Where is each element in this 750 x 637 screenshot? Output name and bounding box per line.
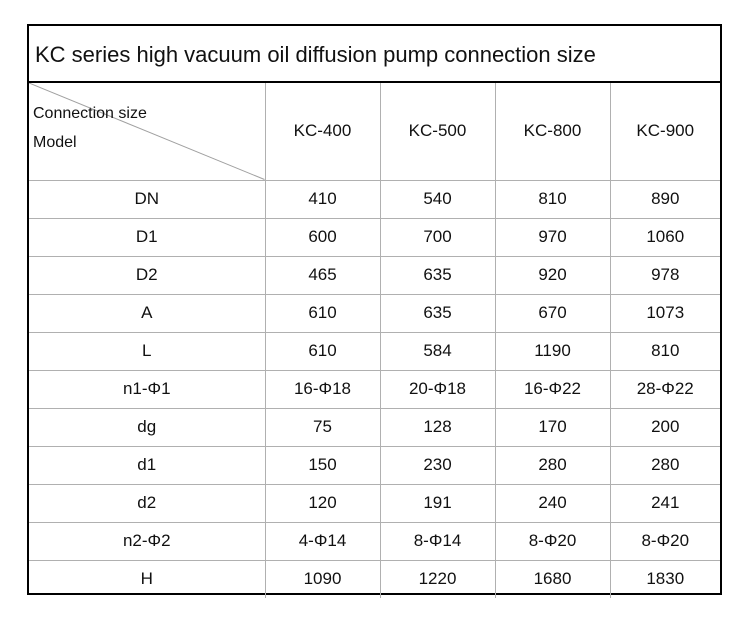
row-label-cell: H xyxy=(29,559,266,598)
row-label-cell: dg xyxy=(29,407,266,447)
table-row: A 610 635 670 1073 xyxy=(29,293,720,333)
table-title: KC series high vacuum oil diffusion pump… xyxy=(29,26,720,83)
table-row: DN 410 540 810 890 xyxy=(29,179,720,219)
value-cell: 8-Φ14 xyxy=(379,521,496,561)
value-cell: 241 xyxy=(609,483,720,523)
value-cell: 1090 xyxy=(264,559,381,598)
value-cell: 16-Φ18 xyxy=(264,369,381,409)
table-row: H 1090 1220 1680 1830 xyxy=(29,559,720,598)
value-cell: 8-Φ20 xyxy=(494,521,611,561)
connection-size-table: Connection size Model KC-400 KC-500 KC-8… xyxy=(29,83,720,598)
spec-sheet: KC series high vacuum oil diffusion pump… xyxy=(27,24,722,598)
value-cell: 1680 xyxy=(494,559,611,598)
value-cell: 670 xyxy=(494,293,611,333)
corner-label-connection-size: Connection size xyxy=(33,105,147,122)
value-cell: 200 xyxy=(609,407,720,447)
value-cell: 540 xyxy=(379,179,496,219)
value-cell: 610 xyxy=(264,331,381,371)
value-cell: 465 xyxy=(264,255,381,295)
value-cell: 1060 xyxy=(609,217,720,257)
model-header-kc-500: KC-500 xyxy=(379,83,496,181)
table-row: D2 465 635 920 978 xyxy=(29,255,720,295)
table-row: d2 120 191 240 241 xyxy=(29,483,720,523)
value-cell: 28-Φ22 xyxy=(609,369,720,409)
value-cell: 20-Φ18 xyxy=(379,369,496,409)
value-cell: 8-Φ20 xyxy=(609,521,720,561)
value-cell: 150 xyxy=(264,445,381,485)
row-label-cell: D1 xyxy=(29,217,266,257)
value-cell: 600 xyxy=(264,217,381,257)
value-cell: 584 xyxy=(379,331,496,371)
table-row: D1 600 700 970 1060 xyxy=(29,217,720,257)
value-cell: 635 xyxy=(379,255,496,295)
value-cell: 890 xyxy=(609,179,720,219)
value-cell: 810 xyxy=(494,179,611,219)
value-cell: 170 xyxy=(494,407,611,447)
value-cell: 128 xyxy=(379,407,496,447)
table-row: L 610 584 1190 810 xyxy=(29,331,720,371)
row-label-cell: DN xyxy=(29,179,266,219)
value-cell: 240 xyxy=(494,483,611,523)
value-cell: 1220 xyxy=(379,559,496,598)
table-row: n2-Φ2 4-Φ14 8-Φ14 8-Φ20 8-Φ20 xyxy=(29,521,720,561)
corner-label-model: Model xyxy=(33,134,77,151)
value-cell: 410 xyxy=(264,179,381,219)
value-cell: 978 xyxy=(609,255,720,295)
value-cell: 1190 xyxy=(494,331,611,371)
value-cell: 191 xyxy=(379,483,496,523)
value-cell: 280 xyxy=(609,445,720,485)
row-label-cell: L xyxy=(29,331,266,371)
value-cell: 635 xyxy=(379,293,496,333)
value-cell: 75 xyxy=(264,407,381,447)
value-cell: 700 xyxy=(379,217,496,257)
value-cell: 970 xyxy=(494,217,611,257)
value-cell: 120 xyxy=(264,483,381,523)
value-cell: 16-Φ22 xyxy=(494,369,611,409)
row-label-cell: n1-Φ1 xyxy=(29,369,266,409)
diagonal-divider xyxy=(29,83,265,180)
value-cell: 4-Φ14 xyxy=(264,521,381,561)
value-cell: 810 xyxy=(609,331,720,371)
value-cell: 610 xyxy=(264,293,381,333)
row-label-cell: d2 xyxy=(29,483,266,523)
value-cell: 1830 xyxy=(609,559,720,598)
model-header-kc-800: KC-800 xyxy=(494,83,611,181)
row-label-cell: d1 xyxy=(29,445,266,485)
header-row: Connection size Model KC-400 KC-500 KC-8… xyxy=(29,83,720,181)
table-row: d1 150 230 280 280 xyxy=(29,445,720,485)
corner-header-cell: Connection size Model xyxy=(29,83,266,181)
value-cell: 920 xyxy=(494,255,611,295)
table-row: dg 75 128 170 200 xyxy=(29,407,720,447)
table-row: n1-Φ1 16-Φ18 20-Φ18 16-Φ22 28-Φ22 xyxy=(29,369,720,409)
model-header-kc-900: KC-900 xyxy=(609,83,720,181)
model-header-kc-400: KC-400 xyxy=(264,83,381,181)
row-label-cell: D2 xyxy=(29,255,266,295)
value-cell: 280 xyxy=(494,445,611,485)
value-cell: 1073 xyxy=(609,293,720,333)
value-cell: 230 xyxy=(379,445,496,485)
row-label-cell: A xyxy=(29,293,266,333)
row-label-cell: n2-Φ2 xyxy=(29,521,266,561)
